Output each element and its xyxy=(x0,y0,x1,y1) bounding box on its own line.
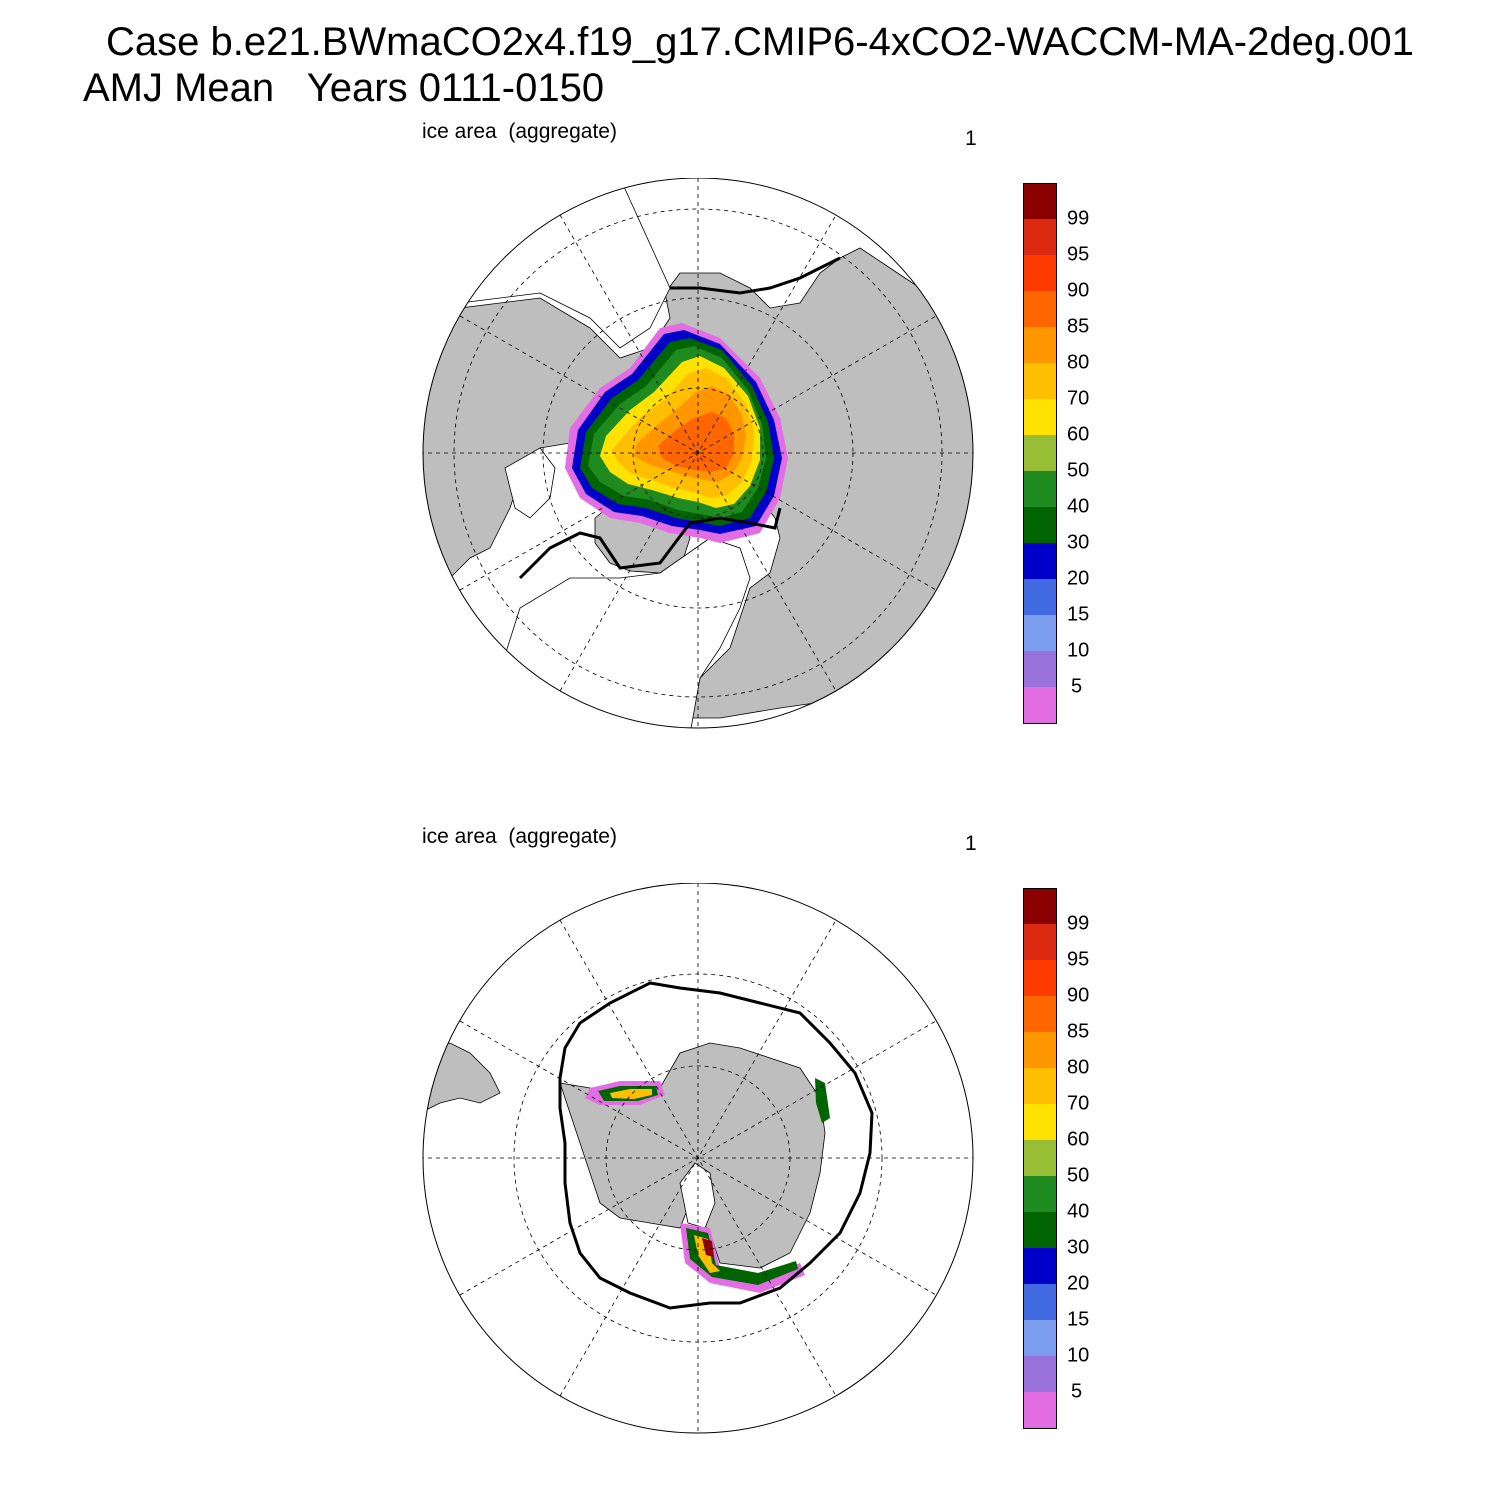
colorbar-label: 20 xyxy=(1067,1272,1090,1295)
colorbar-box xyxy=(1023,327,1057,364)
colorbar-box xyxy=(1023,363,1057,400)
colorbar-box xyxy=(1023,960,1057,997)
ross-ice-99 xyxy=(702,1238,714,1257)
colorbar-box xyxy=(1023,615,1057,652)
colorbar-label: 30 xyxy=(1067,1236,1090,1259)
colorbar-label: 40 xyxy=(1067,1200,1090,1223)
colorbar-label: 60 xyxy=(1067,1128,1090,1151)
colorbar-label: 30 xyxy=(1067,531,1090,554)
colorbar-box xyxy=(1023,579,1057,616)
colorbar-box xyxy=(1023,543,1057,580)
colorbar-label: 90 xyxy=(1067,984,1090,1007)
colorbar-label: 80 xyxy=(1067,351,1090,374)
colorbar-box xyxy=(1023,399,1057,436)
colorbar-label: 20 xyxy=(1067,567,1090,590)
colorbar-label: 90 xyxy=(1067,279,1090,302)
colorbar-label: 15 xyxy=(1067,1308,1090,1331)
colorbar: 99 95 90 85 80 70 60 50 40 30 20 15 10 5 xyxy=(1023,888,1089,1429)
colorbar-label: 5 xyxy=(1071,1380,1083,1403)
colorbar-box xyxy=(1023,1356,1057,1393)
colorbar-box xyxy=(1023,1320,1057,1357)
colorbar-box xyxy=(1023,687,1057,724)
weddell-ice-70 xyxy=(610,1089,652,1099)
ice-extent-contour xyxy=(558,981,874,1310)
arctic-panel: ice area (aggregate) 1 xyxy=(0,0,1500,729)
ice-band-85 xyxy=(658,412,734,472)
colorbar-label: 10 xyxy=(1067,1344,1090,1367)
colorbar-box xyxy=(1023,1176,1057,1213)
graticule xyxy=(423,178,973,728)
colorbar-label: 5 xyxy=(1071,675,1083,698)
colorbar-label: 70 xyxy=(1067,1092,1090,1115)
colorbar-label: 15 xyxy=(1067,603,1090,626)
colorbar-box xyxy=(1023,651,1057,688)
colorbar-box xyxy=(1023,183,1057,220)
colorbar-label: 95 xyxy=(1067,243,1090,266)
panel-variable-label: ice area (aggregate) xyxy=(422,120,617,143)
east-ice-band xyxy=(815,1078,830,1123)
colorbar-box xyxy=(1023,1248,1057,1285)
colorbar-label: 50 xyxy=(1067,1164,1090,1187)
colorbar-box xyxy=(1023,255,1057,292)
colorbar-label: 85 xyxy=(1067,1020,1090,1043)
colorbar-box xyxy=(1023,1032,1057,1069)
panel-units-label: 1 xyxy=(965,832,977,855)
antarctic-panel: ice area (aggregate) 1 xyxy=(0,705,1500,1434)
colorbar-box xyxy=(1023,1212,1057,1249)
colorbar: 99 95 90 85 80 70 60 50 40 30 20 15 10 5 xyxy=(1023,183,1089,724)
colorbar-box xyxy=(1023,1104,1057,1141)
colorbar-label: 99 xyxy=(1067,207,1090,230)
figure-title: Case b.e21.BWmaCO2x4.f19_g17.CMIP6-4xCO2… xyxy=(106,20,1414,64)
ice-extent-contour xyxy=(518,256,841,580)
colorbar-box xyxy=(1023,291,1057,328)
colorbar-label: 99 xyxy=(1067,912,1090,935)
figure-subtitle: AMJ Mean Years 0111-0150 xyxy=(83,66,605,110)
colorbar-box xyxy=(1023,888,1057,925)
colorbar-box xyxy=(1023,1284,1057,1321)
colorbar-box xyxy=(1023,1140,1057,1177)
map-border xyxy=(422,883,974,1434)
colorbar-box xyxy=(1023,1392,1057,1429)
graticule xyxy=(423,883,973,1433)
colorbar-box xyxy=(1023,471,1057,508)
colorbar-box xyxy=(1023,924,1057,961)
colorbar-label: 80 xyxy=(1067,1056,1090,1079)
colorbar-label: 10 xyxy=(1067,639,1090,662)
ross-sea xyxy=(679,1162,716,1229)
colorbar-label: 85 xyxy=(1067,315,1090,338)
panel-units-label: 1 xyxy=(965,127,977,150)
colorbar-box xyxy=(1023,507,1057,544)
colorbar-label: 40 xyxy=(1067,495,1090,518)
antarctic-polar-map xyxy=(422,883,974,1434)
colorbar-box xyxy=(1023,1068,1057,1105)
colorbar-label: 50 xyxy=(1067,459,1090,482)
colorbar-box xyxy=(1023,219,1057,256)
panel-variable-label: ice area (aggregate) xyxy=(422,825,617,848)
colorbar-label: 60 xyxy=(1067,423,1090,446)
colorbar-label: 70 xyxy=(1067,387,1090,410)
map-border xyxy=(422,178,974,729)
arctic-polar-map xyxy=(422,178,974,729)
colorbar-box xyxy=(1023,435,1057,472)
colorbar-label: 95 xyxy=(1067,948,1090,971)
colorbar-box xyxy=(1023,996,1057,1033)
